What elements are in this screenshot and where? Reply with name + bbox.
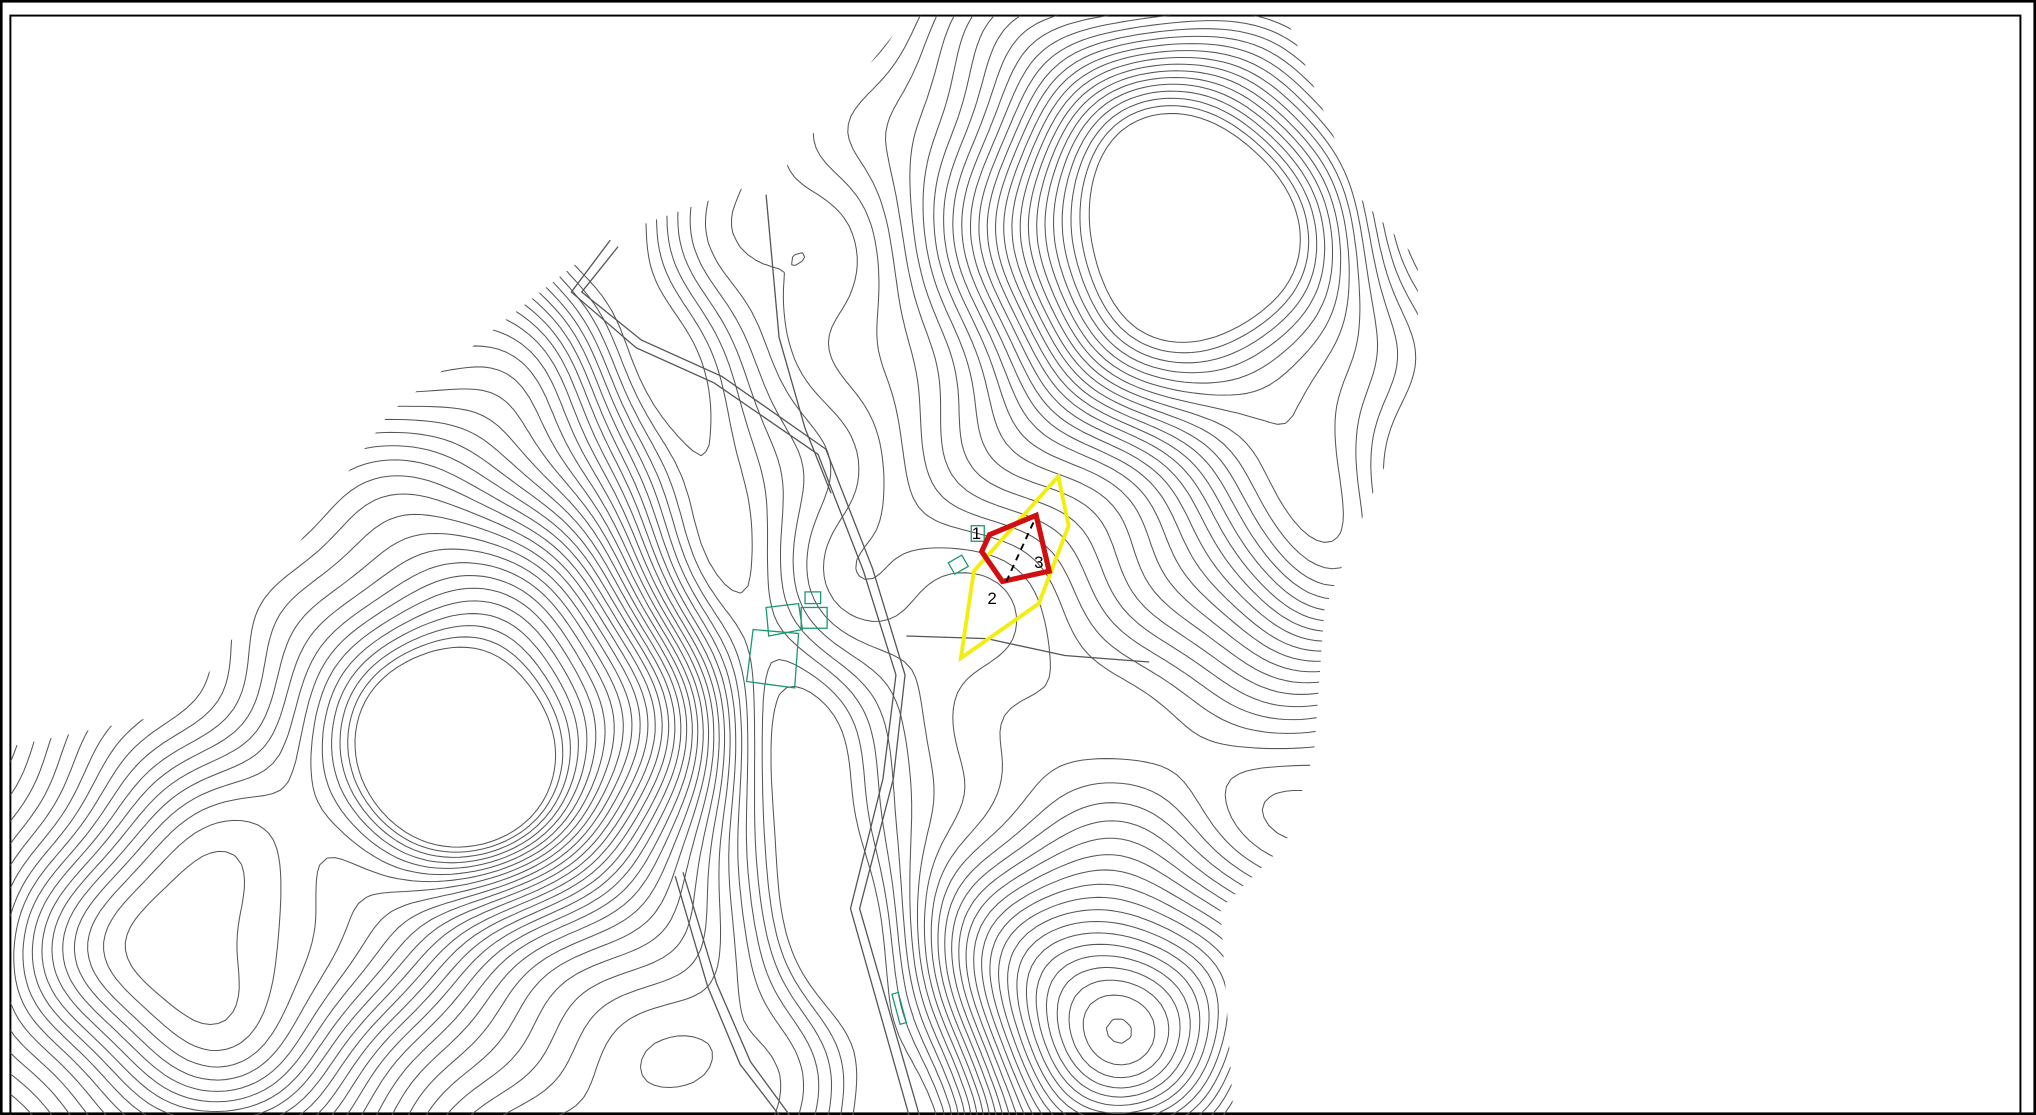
contour-line [520,123,960,1115]
road [906,635,1150,663]
contour-line [10,15,1418,1115]
contour-line [62,56,1379,1092]
road [674,875,780,1115]
contour-line [124,83,1334,1026]
contour-line [51,50,1399,1103]
building [891,991,908,1026]
road [570,239,910,1115]
contour-line [354,113,1301,848]
contour-line [331,90,1326,864]
contour-line [10,15,1418,1115]
contour-line [347,105,1310,853]
roads [570,194,1150,1115]
point-label: 3 [1034,553,1043,572]
contour-line [73,63,1361,1081]
contour-line [31,35,1418,1115]
building [765,602,804,637]
building [970,525,985,542]
contour-line [508,15,1418,1115]
building [800,606,828,629]
contour-line [22,28,1418,1115]
contour-line [103,76,1342,1052]
point-label: 2 [987,589,996,608]
contour-line [41,43,1417,1113]
contour-line [10,15,1418,1115]
contour-line [10,15,1418,1115]
road [580,246,920,1115]
contour-line [10,15,1418,1115]
contour-line [339,97,1318,858]
contour-line [10,15,1418,1115]
zone-outline [958,472,1071,663]
contour-line [13,20,1418,1115]
road [765,194,832,494]
contour-line [10,15,1418,1115]
site-outline [978,511,1053,585]
building [745,628,800,689]
contour-line [87,70,1350,1068]
building [947,554,970,576]
buildings [745,525,985,1026]
point-label: 1 [972,524,981,543]
inner-frame [9,14,2022,1115]
building [804,591,822,605]
road [682,872,790,1115]
